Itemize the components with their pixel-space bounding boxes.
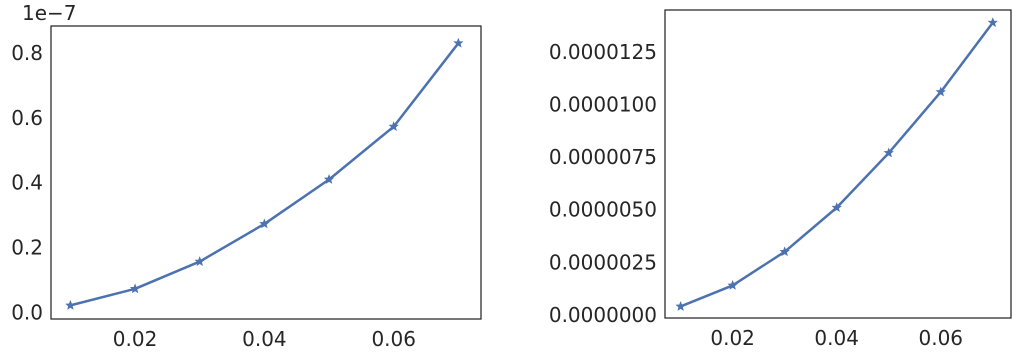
- right-y-tick-label: 0.0000125: [549, 40, 657, 64]
- right-data-point: [779, 246, 790, 257]
- right-data-point: [727, 279, 738, 290]
- right-y-tick-label: 0.0000050: [549, 198, 657, 222]
- right-x-tick-label: 0.02: [710, 326, 755, 350]
- left-plot-frame: [50, 25, 482, 320]
- right-data-point: [831, 202, 842, 213]
- right-y-tick-label: 0.0000000: [549, 303, 657, 327]
- right-y-tick-label: 0.0000100: [549, 93, 657, 117]
- left-y-tick-label: 0.2: [11, 236, 43, 260]
- right-series: [675, 17, 998, 311]
- left-data-point: [388, 121, 399, 131]
- right-data-point: [987, 17, 998, 28]
- left-y-tick-label: 0.8: [11, 41, 43, 65]
- right-chart: 0.02 0.04 0.06 0.0000000 0.0000025 0.0000050…: [549, 9, 1012, 350]
- right-plot-frame: [664, 9, 1012, 319]
- left-data-point: [453, 37, 464, 48]
- left-offset-label: 1e−7: [22, 1, 77, 25]
- right-x-ticks: 0.02 0.04 0.06: [710, 326, 963, 350]
- left-y-ticks: 0.0 0.2 0.4 0.6 0.8: [11, 41, 43, 325]
- left-x-tick-label: 0.06: [371, 327, 416, 351]
- right-y-ticks: 0.0000000 0.0000025 0.0000050 0.0000075 0.00…: [549, 40, 657, 327]
- left-y-tick-label: 0.0: [11, 301, 43, 325]
- left-x-tick-label: 0.02: [113, 327, 158, 351]
- left-x-tick-label: 0.04: [242, 327, 287, 351]
- left-y-tick-label: 0.6: [11, 106, 43, 130]
- left-data-point: [259, 218, 270, 229]
- left-series: [65, 37, 464, 310]
- left-data-point: [129, 283, 141, 294]
- left-y-tick-label: 0.4: [11, 171, 43, 195]
- left-x-ticks: 0.02 0.04 0.06: [113, 327, 416, 351]
- left-data-point: [65, 299, 76, 310]
- left-data-point: [194, 256, 205, 266]
- right-data-point: [883, 147, 894, 158]
- left-data-point: [323, 174, 335, 184]
- right-data-point: [675, 301, 686, 311]
- right-y-tick-label: 0.0000075: [549, 145, 657, 169]
- right-y-tick-label: 0.0000025: [549, 250, 657, 274]
- right-x-tick-label: 0.04: [814, 326, 859, 350]
- right-x-tick-label: 0.06: [918, 326, 963, 350]
- right-series-line: [679, 21, 995, 308]
- left-series-line: [69, 41, 460, 307]
- left-chart: 1e−7 0.02 0.04 0.06 0.0 0.2 0.4 0.6 0.8: [11, 1, 482, 351]
- right-data-point: [935, 86, 946, 97]
